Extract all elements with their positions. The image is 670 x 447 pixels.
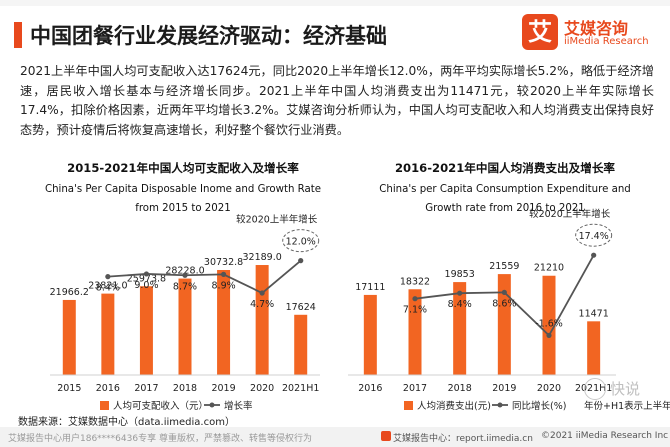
bar (255, 265, 269, 375)
bar (139, 286, 153, 375)
annotation-label: 较2020上半年增长 (236, 214, 318, 226)
bar-value-label: 18322 (400, 276, 430, 287)
x-tick-label: 2017 (134, 383, 158, 394)
footer-copyright: ©2021 iiMedia Research Inc (541, 431, 669, 441)
growth-point (105, 274, 111, 280)
bar-value-label: 25973.8 (127, 273, 166, 284)
bar (101, 293, 115, 375)
bar (408, 289, 422, 375)
bar-value-label: 21210 (534, 263, 564, 274)
x-tick-label: 2020 (250, 383, 274, 394)
legend-label-bar: 人均消费支出(元) (417, 400, 491, 412)
growth-rate-label: 9.0% (134, 280, 158, 291)
highlight-circle (282, 229, 320, 253)
growth-rate-label: 17.4% (579, 231, 609, 242)
x-tick-label: 2015 (57, 383, 81, 394)
growth-point (412, 296, 418, 302)
growth-point (457, 290, 463, 296)
legend-swatch-point (209, 402, 215, 408)
growth-point (259, 290, 265, 296)
bar-value-label: 21559 (489, 261, 519, 272)
x-tick-label: 2021H1 (282, 383, 319, 394)
chart-title: 2015-2021年中国人均可支配收入及增长率 (67, 161, 299, 175)
bar-value-label: 30732.8 (204, 257, 243, 268)
footer-report-center: 艾媒报告中心：report.iimedia.cn (393, 434, 533, 444)
bar-value-label: 19853 (445, 269, 475, 280)
x-tick-label: 2016 (96, 383, 120, 394)
chart-subtitle-line2: from 2015 to 2021 (135, 203, 231, 214)
top-band (0, 0, 670, 6)
x-tick-label: 2016 (358, 383, 382, 394)
legend-label-line: 同比增长(%) (512, 400, 566, 412)
bar (542, 275, 556, 375)
footer-band (0, 427, 670, 447)
bar-value-label: 32189.0 (242, 252, 281, 263)
bar (62, 299, 76, 375)
growth-rate-label: -1.6% (535, 318, 563, 329)
bar-value-label: 28228.0 (165, 266, 204, 277)
chart-title: 2016-2021年中国人均消费支出及增长率 (395, 161, 615, 175)
growth-rate-label: 8.9% (212, 280, 236, 291)
growth-rate-label: 7.1% (403, 305, 427, 316)
legend-note: 年份+H1表示上半年 (584, 400, 670, 412)
growth-point (182, 272, 188, 278)
watermark-icon (584, 378, 606, 400)
highlight-circle (575, 223, 613, 247)
chart-svg-disposable-income: 2015-2021年中国人均可支配收入及增长率 China's Per Capit… (45, 161, 321, 412)
bar-value-label: 21966.2 (50, 287, 89, 298)
summary-paragraph: 2021上半年中国人均可支配收入达17624元，同比2020上半年增长12.0%… (20, 64, 654, 137)
x-tick-label: 2019 (492, 383, 516, 394)
growth-rate-label: 8.4% (96, 283, 120, 294)
growth-line (107, 259, 302, 295)
data-source: 数据来源：艾媒数据中心（data.iimedia.com） (18, 417, 235, 428)
chart-subtitle-line2: Growth rate from 2016 to 2021 (425, 203, 585, 214)
logo-mark: 艾 (522, 14, 558, 50)
legend-label-line: 增长率 (224, 400, 253, 412)
growth-point (591, 252, 597, 258)
bar-value-label: 23821.0 (88, 281, 127, 292)
growth-point (220, 271, 227, 277)
growth-point (501, 289, 507, 295)
legend-label-bar: 人均可支配收入（元） (113, 400, 208, 412)
bar (363, 294, 377, 375)
growth-rate-label: 8.6% (492, 298, 516, 309)
iimedia-logo: 艾 艾媒咨询 iiMedia Research (522, 14, 662, 52)
chart-subtitle-line1: China's per Capita Consumption Expenditu… (379, 184, 631, 195)
growth-rate-label: 12.0% (286, 237, 316, 248)
bar (294, 314, 308, 375)
bar-value-label: 17624 (286, 302, 316, 313)
footer-watermark: 艾媒报告中心用户186****6436专享 尊重版权，严禁篡改、转售等侵权行为 (8, 434, 312, 444)
watermark-text: 快说 (610, 380, 641, 398)
legend-swatch-bar (100, 401, 109, 410)
growth-point (298, 258, 304, 264)
growth-rate-label: 4.7% (250, 299, 274, 310)
bar (587, 321, 601, 375)
x-tick-label: 2019 (211, 383, 235, 394)
chart-disposable-income: 2015-2021年中国人均可支配收入及增长率 China's Per Capit… (8, 158, 330, 416)
growth-rate-label: 8.7% (173, 281, 197, 292)
x-tick-label: 2018 (448, 383, 472, 394)
page-title: 中国团餐行业发展经济驱动：经济基础 (30, 24, 387, 48)
annotation-label: 较2020上半年增长 (529, 208, 611, 220)
x-tick-label: 2020 (537, 383, 561, 394)
logo-en: iiMedia Research (564, 36, 649, 47)
bar (178, 278, 192, 375)
bar (217, 269, 231, 375)
growth-point (143, 271, 150, 277)
title-accent-bar (14, 22, 22, 48)
bar (453, 282, 467, 375)
legend-swatch-bar (404, 401, 413, 410)
chart-subtitle-line1: China's Per Capita Disposable Inome and … (45, 184, 321, 195)
growth-point (546, 332, 552, 339)
legend-swatch-point (497, 402, 503, 408)
bar-value-label: 17111 (355, 282, 385, 293)
footer-logo-icon (381, 431, 391, 441)
growth-rate-label: 8.4% (448, 299, 472, 310)
bar (497, 274, 511, 375)
bar-value-label: 11471 (579, 308, 609, 319)
x-tick-label: 2017 (403, 383, 427, 394)
logo-cn: 艾媒咨询 (564, 19, 629, 38)
x-tick-label: 2018 (173, 383, 197, 394)
